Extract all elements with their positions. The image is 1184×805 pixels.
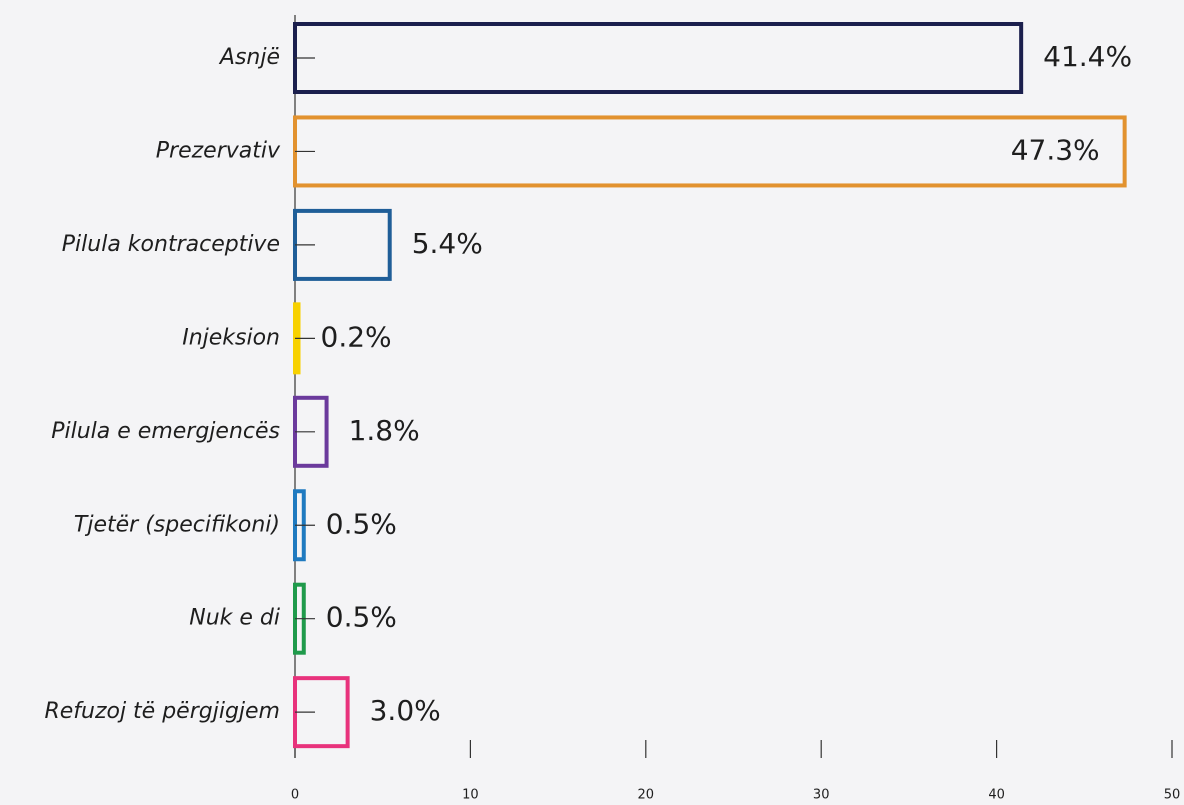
x-tick-label: 20 — [638, 788, 655, 803]
x-tick-label: 10 — [462, 788, 479, 803]
category-label: Nuk e di — [189, 606, 280, 631]
value-label: 1.8% — [349, 414, 420, 447]
x-tick-label: 50 — [1164, 788, 1181, 803]
category-label: Tjetër (specifikoni) — [74, 512, 280, 537]
x-tick-label: 30 — [813, 788, 830, 803]
x-tick-label: 0 — [291, 788, 299, 803]
value-label: 41.4% — [1043, 40, 1132, 73]
category-label: Pilula e emergjencës — [51, 419, 280, 444]
value-label: 0.2% — [321, 320, 392, 353]
bar — [293, 115, 1127, 188]
bar — [293, 22, 1024, 94]
value-label: 0.5% — [326, 507, 397, 540]
category-label: Prezervativ — [156, 138, 281, 163]
x-tick-label: 40 — [988, 788, 1005, 803]
category-label: Pilula kontraceptive — [62, 232, 280, 257]
value-label: 5.4% — [412, 227, 483, 260]
category-label: Refuzoj të përgjigjem — [44, 699, 280, 724]
category-label: Injeksion — [182, 325, 280, 350]
value-label: 3.0% — [370, 694, 441, 727]
value-label: 0.5% — [326, 601, 397, 634]
category-label: Asnjë — [218, 45, 280, 70]
value-label: 47.3% — [1011, 133, 1100, 166]
